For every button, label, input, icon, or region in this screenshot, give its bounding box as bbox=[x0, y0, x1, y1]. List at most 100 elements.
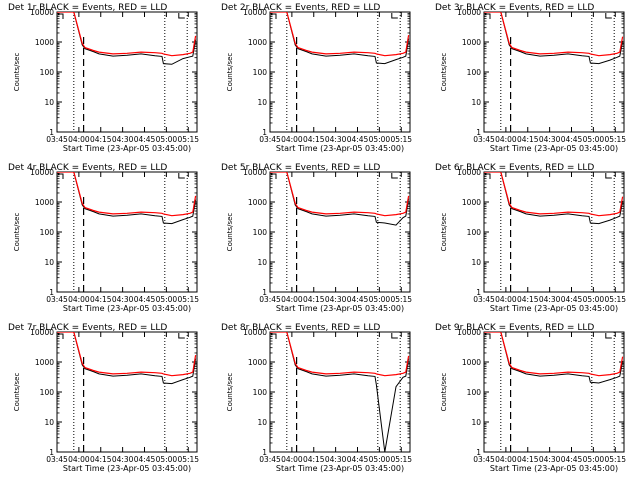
x-axis-label: Start Time (23-Apr-05 03:45:00) bbox=[276, 304, 404, 313]
y-tick-label: 10000 bbox=[457, 8, 481, 17]
x-tick-label: 04:45 bbox=[134, 135, 156, 144]
y-tick-label: 100 bbox=[40, 388, 55, 397]
x-tick-label: 03:45 bbox=[259, 135, 281, 144]
series-line-lld bbox=[484, 332, 624, 377]
y-tick-label: 1 bbox=[476, 448, 481, 457]
x-tick-label: 04:45 bbox=[347, 455, 369, 464]
x-tick-label: 04:00 bbox=[281, 135, 303, 144]
x-tick-label: 04:00 bbox=[281, 295, 303, 304]
corner-marker bbox=[605, 13, 612, 19]
x-tick-label: 05:00 bbox=[156, 135, 178, 144]
x-tick-label: 04:30 bbox=[112, 455, 134, 464]
y-tick-label: 10 bbox=[257, 258, 267, 267]
x-tick-label: 05:15 bbox=[390, 455, 412, 464]
series-line-lld bbox=[57, 172, 197, 217]
x-tick-label: 04:15 bbox=[303, 295, 325, 304]
x-tick-label: 04:45 bbox=[347, 135, 369, 144]
corner-marker bbox=[271, 333, 277, 339]
y-tick-label: 10000 bbox=[30, 168, 54, 177]
corner-marker bbox=[178, 333, 185, 339]
corner-marker bbox=[58, 173, 64, 179]
y-tick-label: 1000 bbox=[35, 358, 54, 367]
y-axis-label: Counts/sec bbox=[440, 373, 448, 412]
y-axis-label: Counts/sec bbox=[13, 53, 21, 92]
x-tick-label: 04:15 bbox=[517, 135, 539, 144]
corner-marker bbox=[58, 13, 64, 19]
x-axis-label: Start Time (23-Apr-05 03:45:00) bbox=[490, 304, 618, 313]
chart-title: Det 6r BLACK = Events, RED = LLD bbox=[435, 163, 594, 173]
x-tick-label: 04:30 bbox=[325, 135, 347, 144]
x-tick-label: 04:00 bbox=[68, 455, 90, 464]
x-tick-label: 04:30 bbox=[112, 135, 134, 144]
x-tick-label: 05:00 bbox=[156, 455, 178, 464]
x-tick-label: 04:15 bbox=[517, 295, 539, 304]
y-tick-label: 10000 bbox=[243, 8, 267, 17]
x-tick-label: 05:00 bbox=[583, 295, 605, 304]
corner-marker bbox=[605, 333, 612, 339]
y-tick-label: 10000 bbox=[243, 168, 267, 177]
y-tick-label: 100 bbox=[253, 388, 268, 397]
corner-marker bbox=[391, 173, 398, 179]
series-line-events bbox=[270, 172, 410, 226]
series-line-lld bbox=[270, 172, 410, 217]
x-tick-label: 04:45 bbox=[561, 295, 583, 304]
corner-marker bbox=[271, 13, 277, 19]
corner-marker bbox=[485, 173, 491, 179]
x-tick-label: 03:45 bbox=[46, 135, 68, 144]
x-tick-label: 05:00 bbox=[369, 295, 391, 304]
x-tick-label: 03:45 bbox=[473, 455, 495, 464]
x-tick-label: 04:00 bbox=[281, 455, 303, 464]
y-tick-label: 10 bbox=[257, 418, 267, 427]
y-tick-label: 1000 bbox=[248, 38, 267, 47]
chart-panel-8: Det 8r BLACK = Events, RED = LLD 1 10 100 10… bbox=[221, 323, 412, 473]
chart-title: Det 5r BLACK = Events, RED = LLD bbox=[221, 163, 380, 173]
x-tick-label: 03:45 bbox=[259, 295, 281, 304]
x-tick-label: 04:15 bbox=[303, 135, 325, 144]
x-tick-label: 04:30 bbox=[539, 295, 561, 304]
y-axis-label: Counts/sec bbox=[226, 373, 234, 412]
chart-title: Det 3r BLACK = Events, RED = LLD bbox=[435, 3, 594, 13]
y-tick-label: 100 bbox=[40, 228, 55, 237]
x-tick-label: 04:30 bbox=[325, 295, 347, 304]
x-tick-label: 05:15 bbox=[177, 295, 199, 304]
chart-panel-3: Det 3r BLACK = Events, RED = LLD 1 10 100 10… bbox=[435, 3, 626, 153]
y-tick-label: 1 bbox=[262, 288, 267, 297]
corner-marker bbox=[178, 13, 185, 19]
y-tick-label: 10 bbox=[257, 98, 267, 107]
x-tick-label: 05:00 bbox=[583, 135, 605, 144]
x-tick-label: 05:15 bbox=[604, 135, 626, 144]
x-tick-label: 04:15 bbox=[90, 455, 112, 464]
y-tick-label: 100 bbox=[467, 388, 482, 397]
y-tick-label: 100 bbox=[467, 68, 482, 77]
x-tick-label: 03:45 bbox=[473, 295, 495, 304]
x-axis-label: Start Time (23-Apr-05 03:45:00) bbox=[63, 144, 191, 153]
x-axis-label: Start Time (23-Apr-05 03:45:00) bbox=[63, 304, 191, 313]
y-tick-label: 100 bbox=[253, 68, 268, 77]
y-tick-label: 1 bbox=[476, 288, 481, 297]
x-axis-label: Start Time (23-Apr-05 03:45:00) bbox=[276, 464, 404, 473]
y-tick-label: 1 bbox=[49, 288, 54, 297]
chart-panel-5: Det 5r BLACK = Events, RED = LLD 1 10 100 10… bbox=[221, 163, 412, 313]
y-tick-label: 10000 bbox=[457, 168, 481, 177]
x-tick-label: 04:00 bbox=[68, 295, 90, 304]
corner-marker bbox=[178, 173, 185, 179]
y-tick-label: 1 bbox=[262, 128, 267, 137]
chart-panel-7: Det 7r BLACK = Events, RED = LLD 1 10 100 10… bbox=[8, 323, 199, 473]
chart-title: Det 8r BLACK = Events, RED = LLD bbox=[221, 323, 380, 333]
series-line-lld bbox=[270, 332, 410, 377]
corner-marker bbox=[391, 333, 398, 339]
series-line-events bbox=[57, 12, 197, 65]
chart-title: Det 4r BLACK = Events, RED = LLD bbox=[8, 163, 167, 173]
y-tick-label: 1000 bbox=[35, 38, 54, 47]
chart-panel-4: Det 4r BLACK = Events, RED = LLD 1 10 100 10… bbox=[8, 163, 199, 313]
y-tick-label: 100 bbox=[253, 228, 268, 237]
y-tick-label: 10000 bbox=[457, 328, 481, 337]
x-tick-label: 05:00 bbox=[369, 135, 391, 144]
x-tick-label: 05:15 bbox=[390, 135, 412, 144]
x-tick-label: 04:15 bbox=[517, 455, 539, 464]
x-axis-label: Start Time (23-Apr-05 03:45:00) bbox=[490, 464, 618, 473]
x-tick-label: 05:15 bbox=[604, 455, 626, 464]
corner-marker bbox=[485, 333, 491, 339]
x-tick-label: 03:45 bbox=[473, 135, 495, 144]
